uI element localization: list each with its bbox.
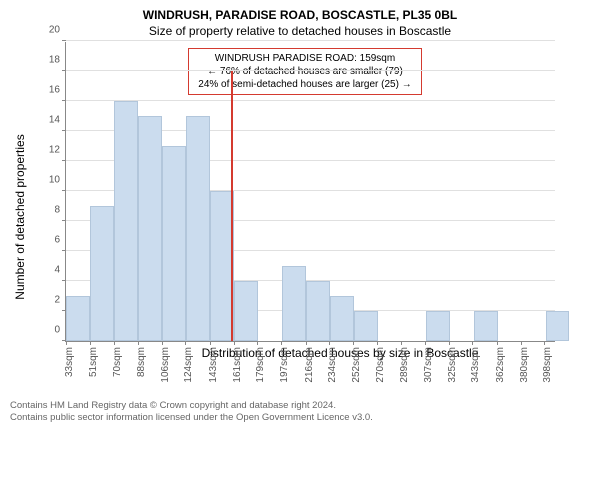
xtick-mark xyxy=(234,341,235,345)
xtick-label: 325sqm xyxy=(447,347,458,383)
chart-title: WINDRUSH, PARADISE ROAD, BOSCASTLE, PL35… xyxy=(0,0,600,22)
attribution-line-2: Contains public sector information licen… xyxy=(10,412,590,424)
xtick-label: 398sqm xyxy=(542,347,553,383)
xtick-label: 106sqm xyxy=(160,347,171,383)
histogram-bar xyxy=(282,266,306,341)
chart-area: Number of detached properties WINDRUSH P… xyxy=(30,42,590,392)
ytick-mark xyxy=(62,130,66,131)
xtick-mark xyxy=(377,341,378,345)
info-line-3: 24% of semi-detached houses are larger (… xyxy=(195,78,415,91)
xtick-label: 51sqm xyxy=(88,347,99,377)
ytick-mark xyxy=(62,280,66,281)
plot-area: WINDRUSH PARADISE ROAD: 159sqm ← 76% of … xyxy=(65,42,555,342)
xtick-mark xyxy=(497,341,498,345)
histogram-bar xyxy=(474,311,498,341)
ytick-label: 14 xyxy=(49,115,66,126)
xtick-mark xyxy=(185,341,186,345)
ytick-mark xyxy=(62,160,66,161)
xtick-mark xyxy=(66,341,67,345)
xtick-label: 307sqm xyxy=(423,347,434,383)
ytick-mark xyxy=(62,190,66,191)
histogram-bar xyxy=(186,116,210,341)
ytick-mark xyxy=(62,220,66,221)
ytick-mark xyxy=(62,70,66,71)
xtick-mark xyxy=(353,341,354,345)
xtick-mark xyxy=(521,341,522,345)
xtick-label: 197sqm xyxy=(279,347,290,383)
ytick-mark xyxy=(62,40,66,41)
ytick-label: 16 xyxy=(49,85,66,96)
xtick-label: 124sqm xyxy=(183,347,194,383)
xtick-label: 380sqm xyxy=(519,347,530,383)
xtick-mark xyxy=(329,341,330,345)
xtick-mark xyxy=(544,341,545,345)
xtick-mark xyxy=(449,341,450,345)
attribution-line-1: Contains HM Land Registry data © Crown c… xyxy=(10,400,590,412)
xtick-mark xyxy=(162,341,163,345)
y-axis-label: Number of detached properties xyxy=(13,134,27,299)
marker-line xyxy=(231,71,233,341)
histogram-bar xyxy=(306,281,330,341)
ytick-label: 0 xyxy=(54,325,66,336)
ytick-label: 6 xyxy=(54,235,66,246)
histogram-bar xyxy=(138,116,162,341)
ytick-label: 12 xyxy=(49,145,66,156)
ytick-mark xyxy=(62,250,66,251)
xtick-mark xyxy=(114,341,115,345)
histogram-bar xyxy=(114,101,138,341)
xtick-label: 216sqm xyxy=(304,347,315,383)
ytick-label: 4 xyxy=(54,265,66,276)
chart-subtitle: Size of property relative to detached ho… xyxy=(0,22,600,42)
xtick-label: 252sqm xyxy=(351,347,362,383)
info-line-1: WINDRUSH PARADISE ROAD: 159sqm xyxy=(195,52,415,65)
histogram-bar xyxy=(162,146,186,341)
attribution: Contains HM Land Registry data © Crown c… xyxy=(0,392,600,425)
histogram-bar xyxy=(234,281,258,341)
xtick-label: 161sqm xyxy=(232,347,243,383)
xtick-label: 179sqm xyxy=(255,347,266,383)
xtick-label: 88sqm xyxy=(136,347,147,377)
xtick-label: 343sqm xyxy=(470,347,481,383)
grid-line xyxy=(66,70,555,71)
xtick-mark xyxy=(425,341,426,345)
xtick-mark xyxy=(90,341,91,345)
ytick-label: 20 xyxy=(49,25,66,36)
xtick-label: 362sqm xyxy=(495,347,506,383)
xtick-label: 143sqm xyxy=(208,347,219,383)
info-box: WINDRUSH PARADISE ROAD: 159sqm ← 76% of … xyxy=(188,48,422,95)
ytick-mark xyxy=(62,100,66,101)
xtick-label: 33sqm xyxy=(64,347,75,377)
grid-line xyxy=(66,40,555,41)
xtick-mark xyxy=(210,341,211,345)
histogram-bar xyxy=(330,296,354,341)
histogram-bar xyxy=(90,206,114,341)
histogram-bar xyxy=(66,296,90,341)
xtick-label: 234sqm xyxy=(327,347,338,383)
info-line-2: ← 76% of detached houses are smaller (79… xyxy=(195,65,415,78)
xtick-label: 270sqm xyxy=(375,347,386,383)
ytick-label: 18 xyxy=(49,55,66,66)
histogram-bar xyxy=(426,311,450,341)
xtick-mark xyxy=(306,341,307,345)
ytick-label: 2 xyxy=(54,295,66,306)
ytick-label: 8 xyxy=(54,205,66,216)
xtick-mark xyxy=(138,341,139,345)
histogram-bar xyxy=(546,311,570,341)
xtick-mark xyxy=(401,341,402,345)
chart-container: WINDRUSH, PARADISE ROAD, BOSCASTLE, PL35… xyxy=(0,0,600,500)
grid-line xyxy=(66,100,555,101)
xtick-mark xyxy=(472,341,473,345)
xtick-mark xyxy=(281,341,282,345)
histogram-bar xyxy=(354,311,378,341)
xtick-label: 70sqm xyxy=(112,347,123,377)
ytick-label: 10 xyxy=(49,175,66,186)
xtick-mark xyxy=(257,341,258,345)
xtick-label: 289sqm xyxy=(399,347,410,383)
